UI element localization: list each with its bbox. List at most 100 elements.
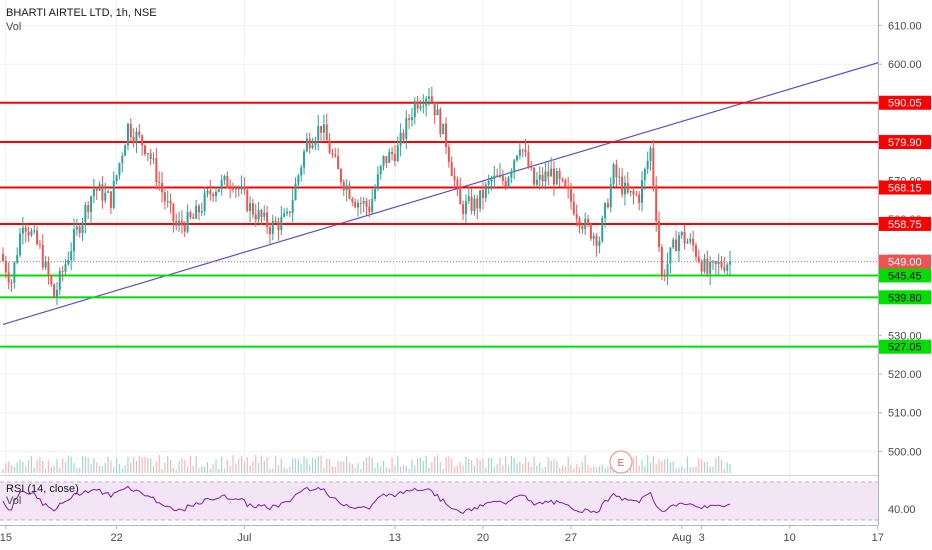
time-axis[interactable]: 15 22 Jul 13 20 27 Aug 3 10 17: [0, 525, 884, 544]
volume-bar: [448, 456, 450, 473]
volume-bar: [62, 458, 64, 473]
candle-body: [186, 212, 189, 232]
candle-body: [712, 261, 714, 263]
volume-bar: [516, 463, 518, 473]
volume-bar: [695, 466, 697, 473]
volume-bar: [505, 456, 507, 473]
volume-bar: [587, 465, 589, 473]
time-tick-label: 27: [565, 532, 577, 544]
volume-bar: [664, 459, 666, 473]
time-tick-label: 22: [110, 532, 122, 544]
candle-body: [629, 190, 632, 193]
volume-bar: [522, 463, 524, 473]
candle-body: [78, 226, 81, 234]
candle-body: [243, 186, 246, 190]
candle-body: [44, 261, 47, 268]
candle-body: [504, 180, 507, 188]
volume-bar: [576, 464, 578, 473]
candle-body: [510, 171, 513, 178]
volume-bar: [573, 468, 575, 473]
volume-bar: [50, 467, 52, 473]
candle-body: [456, 179, 459, 186]
volume-bar: [107, 456, 109, 473]
volume-bar: [195, 456, 197, 473]
price-axis[interactable]: 610.00600.00590.00580.00570.00560.00550.…: [878, 0, 932, 550]
volume-label: Vol: [6, 21, 22, 33]
candle-body: [660, 247, 663, 275]
volume-bar: [593, 466, 595, 473]
volume-bar: [275, 455, 277, 473]
volume-bar: [723, 468, 725, 473]
candle-body: [132, 137, 135, 143]
volume-bar: [715, 457, 717, 473]
volume-bar: [130, 462, 132, 473]
candle-body: [27, 231, 30, 236]
volume-bar: [8, 461, 10, 473]
volume-bar: [283, 467, 285, 473]
horizontal-levels[interactable]: [0, 101, 878, 348]
candle-body: [217, 189, 220, 192]
candle-body: [428, 96, 430, 99]
rsi-pane[interactable]: RSI (14, close)Vol: [0, 475, 878, 521]
candle-body: [450, 162, 453, 176]
volume-bar: [269, 468, 271, 473]
volume-bar: [229, 466, 231, 473]
candle-body: [266, 212, 269, 228]
volume-bar: [124, 465, 126, 473]
candle-body: [226, 175, 229, 188]
volume-bar: [584, 455, 586, 473]
volume-bar: [567, 457, 569, 473]
volume-bar: [178, 460, 180, 473]
candle-body: [50, 275, 53, 285]
candle-body: [470, 196, 473, 212]
candle-body: [152, 158, 155, 160]
candle-body: [317, 125, 320, 141]
candle-body: [538, 174, 541, 180]
volume-bar: [590, 467, 592, 473]
level-price-tag-bg: [879, 216, 931, 231]
candle-body: [118, 163, 121, 176]
candle-body: [476, 198, 479, 209]
volume-bar: [255, 455, 257, 473]
volume-bar: [19, 459, 21, 473]
candle-body: [195, 205, 198, 219]
level-price-tag: 527.05: [888, 342, 922, 354]
volume-bar: [42, 460, 44, 473]
candle-body: [484, 184, 487, 198]
candle-body: [146, 153, 149, 155]
volume-bar: [320, 455, 322, 473]
volume-bar: [570, 465, 572, 473]
candle-body: [541, 174, 544, 182]
volume-bar: [249, 465, 251, 473]
time-tick-label: 10: [784, 532, 796, 544]
candle-body: [717, 262, 720, 265]
candle-body: [81, 222, 84, 234]
candle-body: [166, 200, 169, 202]
volume-bar: [13, 466, 15, 473]
candle-body: [621, 176, 624, 195]
volume-bar: [547, 457, 549, 473]
trendline-layer[interactable]: [2, 60, 884, 325]
candle-body: [382, 156, 385, 166]
volume-bar: [510, 455, 512, 473]
candle-body: [4, 260, 7, 273]
volume-bar: [425, 455, 427, 473]
volume-bar: [152, 465, 155, 473]
candle-body: [706, 258, 709, 274]
candle-body: [354, 202, 357, 208]
level-price-tag-bg: [879, 290, 931, 305]
volume-bar: [391, 457, 393, 473]
candle-body: [19, 233, 22, 256]
volume-bar: [530, 467, 532, 473]
volume-bar: [357, 463, 359, 473]
candle-body: [501, 174, 504, 181]
candle-body: [430, 96, 433, 102]
candle-body: [251, 203, 254, 215]
candle-body: [155, 158, 158, 182]
candle-body: [652, 148, 655, 186]
price-tick-label: 520.00: [888, 369, 922, 381]
candle-body: [215, 191, 217, 197]
candle-body: [308, 138, 311, 149]
candle-body: [95, 188, 98, 191]
